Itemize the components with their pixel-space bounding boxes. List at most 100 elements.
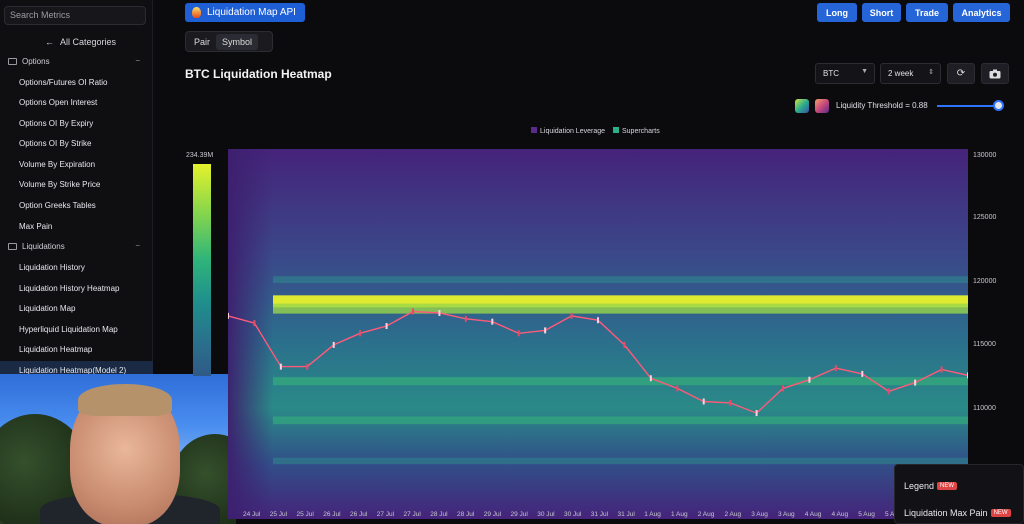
camera-icon — [989, 69, 1001, 78]
side-panel: Legend NEW Liquidation Max Pain NEW — [894, 464, 1024, 524]
x-tick: 4 Aug — [804, 511, 822, 518]
sidebar-item-options-oi-by-strike[interactable]: Options OI By Strike — [19, 139, 92, 148]
liquidity-band — [273, 457, 968, 465]
price-candle — [940, 366, 943, 373]
x-tick: 26 Jul — [350, 511, 368, 518]
new-badge: NEW — [990, 509, 1011, 517]
x-tick: 26 Jul — [323, 511, 341, 518]
x-tick: 30 Jul — [537, 511, 555, 518]
legend-item-supercharts[interactable]: Supercharts — [613, 127, 660, 135]
chart-legend: Liquidation Leverage Supercharts — [531, 127, 660, 135]
liquidity-threshold-slider-track[interactable] — [937, 105, 1003, 107]
trade-button[interactable]: Trade — [906, 3, 948, 22]
price-candle — [808, 376, 811, 383]
price-candle — [649, 375, 652, 382]
liquidation-map-api-button[interactable]: Liquidation Map API — [185, 3, 305, 22]
sidebar-item-volume-by-strike[interactable]: Volume By Strike Price — [19, 180, 101, 189]
section-label: Liquidations — [22, 242, 65, 251]
sidebar-item-liquidation-history-heatmap[interactable]: Liquidation History Heatmap — [19, 284, 120, 293]
y-tick: 115000 — [973, 341, 996, 348]
camera-button[interactable] — [981, 63, 1009, 84]
search-input[interactable]: Search Metrics — [4, 6, 146, 25]
refresh-button[interactable]: ⟳ — [947, 63, 975, 84]
price-candle — [834, 365, 837, 372]
new-badge: NEW — [937, 482, 958, 490]
long-button[interactable]: Long — [817, 3, 857, 22]
price-candle — [676, 385, 679, 392]
sidebar-item-liquidation-history[interactable]: Liquidation History — [19, 263, 85, 272]
x-tick: 31 Jul — [590, 511, 609, 518]
price-candle — [729, 399, 732, 406]
all-categories-label: All Categories — [60, 37, 117, 47]
api-button-label: Liquidation Map API — [207, 7, 296, 18]
liquidity-threshold-slider-handle[interactable] — [993, 100, 1004, 111]
x-tick: 25 Jul — [269, 511, 288, 518]
color-scheme-viridis-button[interactable] — [795, 99, 809, 113]
analytics-button[interactable]: Analytics — [953, 3, 1010, 22]
price-candle — [782, 385, 784, 392]
price-candle — [228, 312, 229, 319]
x-tick: 27 Jul — [403, 511, 421, 518]
liquidity-bands — [273, 276, 968, 465]
collapse-icon[interactable]: − — [135, 241, 140, 250]
price-candle — [491, 318, 494, 325]
y-tick: 130000 — [973, 152, 997, 159]
sidebar-item-liquidation-heatmap[interactable]: Liquidation Heatmap — [19, 345, 93, 354]
heatmap-left-fade — [228, 149, 273, 519]
short-button[interactable]: Short — [862, 3, 901, 22]
sidebar-item-liquidation-heatmap-model2[interactable]: Liquidation Heatmap(Model 2) — [19, 366, 127, 375]
section-label: Options — [22, 57, 50, 66]
x-tick: 5 Aug — [858, 511, 875, 518]
all-categories-link[interactable]: ← All Categories — [45, 37, 116, 47]
price-candle — [967, 372, 968, 379]
price-candle — [279, 363, 282, 370]
price-candle — [517, 330, 520, 337]
sidebar-item-liquidation-map[interactable]: Liquidation Map — [19, 304, 76, 313]
price-candle — [702, 398, 705, 405]
x-tick: 29 Jul — [483, 511, 502, 518]
sidebar-item-options-open-interest[interactable]: Options Open Interest — [19, 98, 98, 107]
x-tick: 28 Jul — [430, 511, 448, 518]
sidebar-item-max-pain[interactable]: Max Pain — [19, 222, 53, 231]
chevron-down-icon: ▼ — [861, 68, 868, 75]
section-options[interactable]: Options − — [8, 56, 146, 66]
sidebar-item-volume-by-expiration[interactable]: Volume By Expiration — [19, 160, 96, 169]
x-tick: 3 Aug — [778, 511, 795, 518]
symbol-select[interactable]: BTC ▼ — [815, 63, 875, 84]
price-candle — [306, 363, 309, 370]
price-candle — [438, 309, 441, 316]
pair-symbol-toggle[interactable]: Pair Symbol — [185, 31, 273, 52]
collapse-icon[interactable]: − — [135, 56, 140, 65]
liquidation-heatmap-chart[interactable] — [228, 149, 968, 519]
x-tick: 24 Jul — [243, 511, 261, 518]
sidebar-item-hyperliquid-liquidation-map[interactable]: Hyperliquid Liquidation Map — [19, 325, 118, 334]
liquidity-band — [273, 276, 968, 283]
x-tick: 1 Aug — [671, 511, 688, 518]
y-tick: 120000 — [973, 278, 997, 285]
sidebar-item-options-oi-by-expiry[interactable]: Options OI By Expiry — [19, 119, 94, 128]
colorbar-max-label: 234.39M — [186, 152, 214, 159]
tab-symbol[interactable]: Symbol — [216, 33, 259, 50]
liquidity-threshold-label: Liquidity Threshold = 0.88 — [836, 101, 928, 110]
sidebar-item-active-highlight — [0, 361, 153, 377]
legend-item-leverage[interactable]: Liquidation Leverage — [531, 127, 605, 135]
symbol-select-value: BTC — [823, 69, 839, 78]
color-scheme-magma-button[interactable] — [815, 99, 829, 113]
x-tick: 25 Jul — [296, 511, 314, 518]
max-pain-menu-label: Liquidation Max Pain — [904, 508, 988, 518]
x-tick: 3 Aug — [751, 511, 768, 518]
range-select[interactable]: 2 week ⇕ — [880, 63, 941, 84]
price-candle — [359, 330, 362, 337]
sidebar-item-option-greeks[interactable]: Option Greeks Tables — [19, 201, 96, 210]
tab-pair[interactable]: Pair — [194, 36, 211, 47]
price-candle — [570, 312, 573, 319]
sidebar-item-options-futures-oi-ratio[interactable]: Options/Futures OI Ratio — [19, 78, 108, 87]
folder-icon — [8, 58, 17, 65]
x-tick: 1 Aug — [644, 511, 661, 518]
price-candle — [332, 341, 335, 348]
legend-menu-item[interactable]: Legend NEW — [904, 481, 958, 491]
liquidation-max-pain-menu-item[interactable]: Liquidation Max Pain NEW — [904, 508, 1011, 518]
x-tick: 5 Aug — [885, 511, 902, 518]
price-candle — [623, 341, 626, 348]
section-liquidations[interactable]: Liquidations − — [8, 241, 146, 251]
